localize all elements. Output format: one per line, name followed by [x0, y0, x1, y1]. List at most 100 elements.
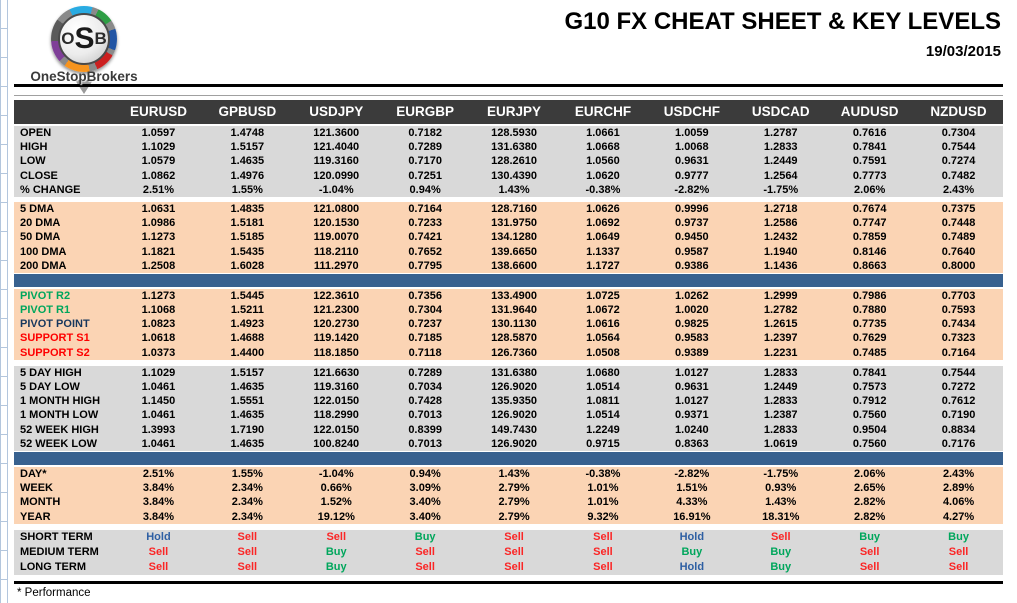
table-row-1-month-low: 1 MONTH LOW 1.0461 1.4635 118.2990 0.7013 126… — [14, 408, 1003, 422]
value-cell: 1.4400 — [230, 346, 265, 359]
value-cell: 1.2782 — [763, 304, 798, 317]
signal-cell: Sell — [237, 560, 258, 573]
signal-cell: Sell — [948, 560, 969, 573]
value-cell: 118.2990 — [313, 409, 359, 422]
value-cell: -2.82% — [674, 467, 710, 480]
value-cell: 1.0461 — [141, 381, 176, 393]
value-cell: 2.79% — [498, 482, 530, 495]
signal-cell: Sell — [504, 560, 524, 573]
value-cell: 1.2564 — [763, 169, 798, 182]
value-cell: 119.3160 — [313, 155, 359, 168]
value-cell: 1.5157 — [230, 141, 265, 154]
signal-cell: Hold — [146, 530, 171, 543]
signal-cell: Buy — [681, 545, 703, 558]
table-row-medium-term: MEDIUM TERM Sell Sell Buy Sell Sell Sell Buy Buy… — [14, 545, 1003, 560]
value-cell: 2.34% — [231, 496, 263, 509]
row-label: PIVOT R1 — [20, 304, 71, 317]
value-cell: 0.7573 — [852, 381, 887, 393]
column-header-usdjpy: USDJPY — [309, 104, 364, 119]
value-cell: 122.0150 — [313, 395, 360, 408]
row-label: LONG TERM — [20, 560, 86, 573]
column-header-usdcad: USDCAD — [751, 104, 810, 119]
table-row-week: WEEK 3.84% 2.34% 0.66% 3.09% 2.79% 1.01% 1.51% 0… — [14, 481, 1003, 495]
value-cell: 1.5551 — [230, 395, 265, 408]
row-label: LOW — [20, 155, 46, 168]
value-cell: 0.7164 — [408, 202, 442, 215]
value-cell: 1.3993 — [141, 423, 176, 436]
value-cell: 1.0068 — [675, 141, 709, 154]
value-cell: 4.06% — [942, 496, 975, 509]
value-cell: 2.82% — [854, 496, 886, 509]
row-label: MEDIUM TERM — [20, 545, 99, 558]
value-cell: 3.40% — [409, 510, 441, 523]
value-cell: 0.7304 — [941, 127, 976, 139]
value-cell: 1.2787 — [763, 127, 798, 139]
value-cell: 0.7986 — [852, 289, 887, 302]
column-header-eurusd: EURUSD — [129, 104, 187, 119]
row-label: 52 WEEK LOW — [20, 437, 98, 450]
monogram-letter: O — [61, 29, 75, 48]
section-divider-bar — [14, 451, 1003, 465]
value-cell: 1.4748 — [230, 127, 265, 139]
value-cell: 1.2833 — [763, 366, 798, 379]
value-cell: 0.7013 — [408, 409, 442, 422]
row-label: WEEK — [20, 482, 53, 495]
value-cell: 1.0059 — [675, 127, 709, 139]
value-cell: 0.7560 — [852, 437, 887, 450]
value-cell: 2.34% — [231, 482, 263, 495]
page-title: G10 FX CHEAT SHEET & KEY LEVELS — [564, 8, 1001, 35]
value-cell: 1.0620 — [586, 169, 620, 182]
value-cell: 1.43% — [498, 183, 530, 196]
value-cell: 18.31% — [762, 510, 800, 523]
value-cell: 139.6650 — [491, 245, 537, 258]
value-cell: 0.7274 — [941, 155, 976, 168]
signal-cell: Sell — [415, 545, 435, 558]
table-row-short-term: SHORT TERM Hold Sell Sell Buy Sell Sell Hold Sel… — [14, 530, 1003, 545]
value-cell: 0.7233 — [408, 217, 442, 230]
value-cell: 0.9631 — [675, 155, 709, 168]
column-header-nzdusd: NZDUSD — [930, 104, 987, 119]
value-cell: 0.7375 — [941, 202, 976, 215]
value-cell: 1.01% — [587, 496, 619, 509]
value-cell: 1.2397 — [763, 332, 798, 345]
value-cell: 3.84% — [142, 482, 175, 495]
signal-cell: Sell — [148, 560, 169, 573]
value-cell: 1.1273 — [141, 231, 176, 244]
value-cell: 121.4040 — [313, 141, 360, 154]
value-cell: 134.1280 — [491, 231, 537, 244]
value-cell: 1.0564 — [586, 332, 620, 345]
table-row-low: LOW 1.0579 1.4635 119.3160 0.7170 128.2610 1.0… — [14, 154, 1003, 168]
value-cell: 0.7034 — [408, 381, 442, 393]
value-cell: 2.06% — [854, 183, 886, 196]
value-cell: 130.4390 — [491, 169, 537, 182]
table-row-year: YEAR 3.84% 2.34% 19.12% 3.40% 2.79% 9.32% 16.91… — [14, 510, 1003, 524]
value-cell: 0.7182 — [408, 127, 442, 139]
value-cell: 0.7735 — [852, 318, 887, 331]
value-cell: 1.4976 — [230, 169, 265, 182]
value-cell: 1.4688 — [230, 332, 265, 345]
signal-cell: Buy — [770, 545, 792, 558]
value-cell: 0.7859 — [852, 231, 887, 244]
value-cell: 121.3600 — [313, 127, 360, 139]
value-cell: 1.1029 — [141, 141, 176, 154]
value-cell: 0.9583 — [675, 332, 709, 345]
value-cell: 119.0070 — [313, 231, 359, 244]
value-cell: 135.9350 — [491, 395, 537, 408]
value-cell: 0.9371 — [675, 409, 709, 422]
value-cell: 1.0862 — [141, 169, 176, 182]
column-header-audusd: AUDUSD — [840, 104, 899, 119]
value-cell: 0.7272 — [941, 381, 976, 393]
value-cell: 1.01% — [587, 482, 619, 495]
value-cell: 119.1420 — [313, 332, 359, 345]
value-cell: 1.2449 — [763, 155, 798, 168]
column-header-eurjpy: EURJPY — [487, 104, 542, 119]
value-cell: 1.0616 — [586, 318, 620, 331]
value-cell: 0.9777 — [675, 169, 709, 182]
signal-cell: Hold — [679, 530, 705, 543]
value-cell: 1.0514 — [586, 381, 620, 393]
value-cell: 1.4635 — [230, 409, 265, 422]
value-cell: 2.89% — [942, 482, 975, 495]
value-cell: 0.7544 — [941, 366, 976, 379]
